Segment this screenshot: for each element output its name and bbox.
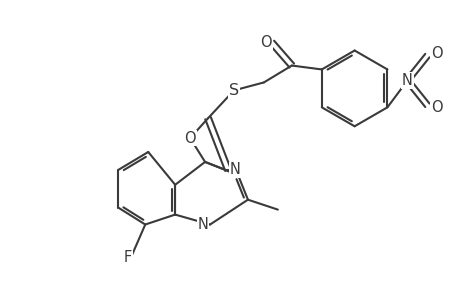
- Text: O: O: [430, 100, 442, 115]
- Text: F: F: [123, 250, 132, 265]
- Text: S: S: [229, 83, 239, 98]
- Text: N: N: [401, 73, 412, 88]
- Text: N: N: [229, 162, 240, 177]
- Text: O: O: [184, 130, 196, 146]
- Text: N: N: [197, 217, 208, 232]
- Text: O: O: [430, 46, 442, 61]
- Text: O: O: [260, 35, 272, 50]
